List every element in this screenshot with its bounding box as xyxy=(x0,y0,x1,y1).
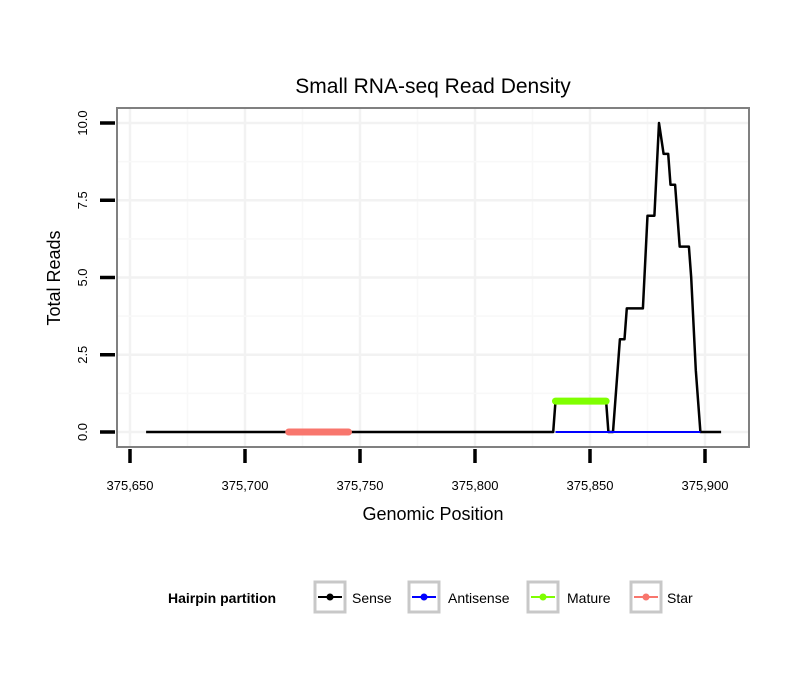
x-tick-label: 375,750 xyxy=(337,478,384,493)
y-tick-label: 5.0 xyxy=(75,268,90,286)
x-axis-label: Genomic Position xyxy=(362,504,503,524)
legend-label-sense: Sense xyxy=(352,590,392,606)
legend-title: Hairpin partition xyxy=(168,590,276,606)
y-tick-label: 7.5 xyxy=(75,191,90,209)
y-axis-label: Total Reads xyxy=(44,230,64,325)
legend-key-point xyxy=(642,593,650,601)
legend-key-point xyxy=(326,593,334,601)
legend-key-point xyxy=(539,593,547,601)
x-tick-label: 375,800 xyxy=(452,478,499,493)
chart-title: Small RNA-seq Read Density xyxy=(295,75,571,98)
y-tick-label: 10.0 xyxy=(75,110,90,135)
x-tick-label: 375,850 xyxy=(567,478,614,493)
legend-label-star: Star xyxy=(667,590,693,606)
y-tick-label: 0.0 xyxy=(75,423,90,441)
x-tick-label: 375,700 xyxy=(222,478,269,493)
legend-label-antisense: Antisense xyxy=(448,590,510,606)
legend-key-point xyxy=(420,593,428,601)
x-tick-label: 375,650 xyxy=(107,478,154,493)
y-tick-label: 2.5 xyxy=(75,346,90,364)
x-tick-label: 375,900 xyxy=(682,478,729,493)
legend-label-mature: Mature xyxy=(567,590,611,606)
